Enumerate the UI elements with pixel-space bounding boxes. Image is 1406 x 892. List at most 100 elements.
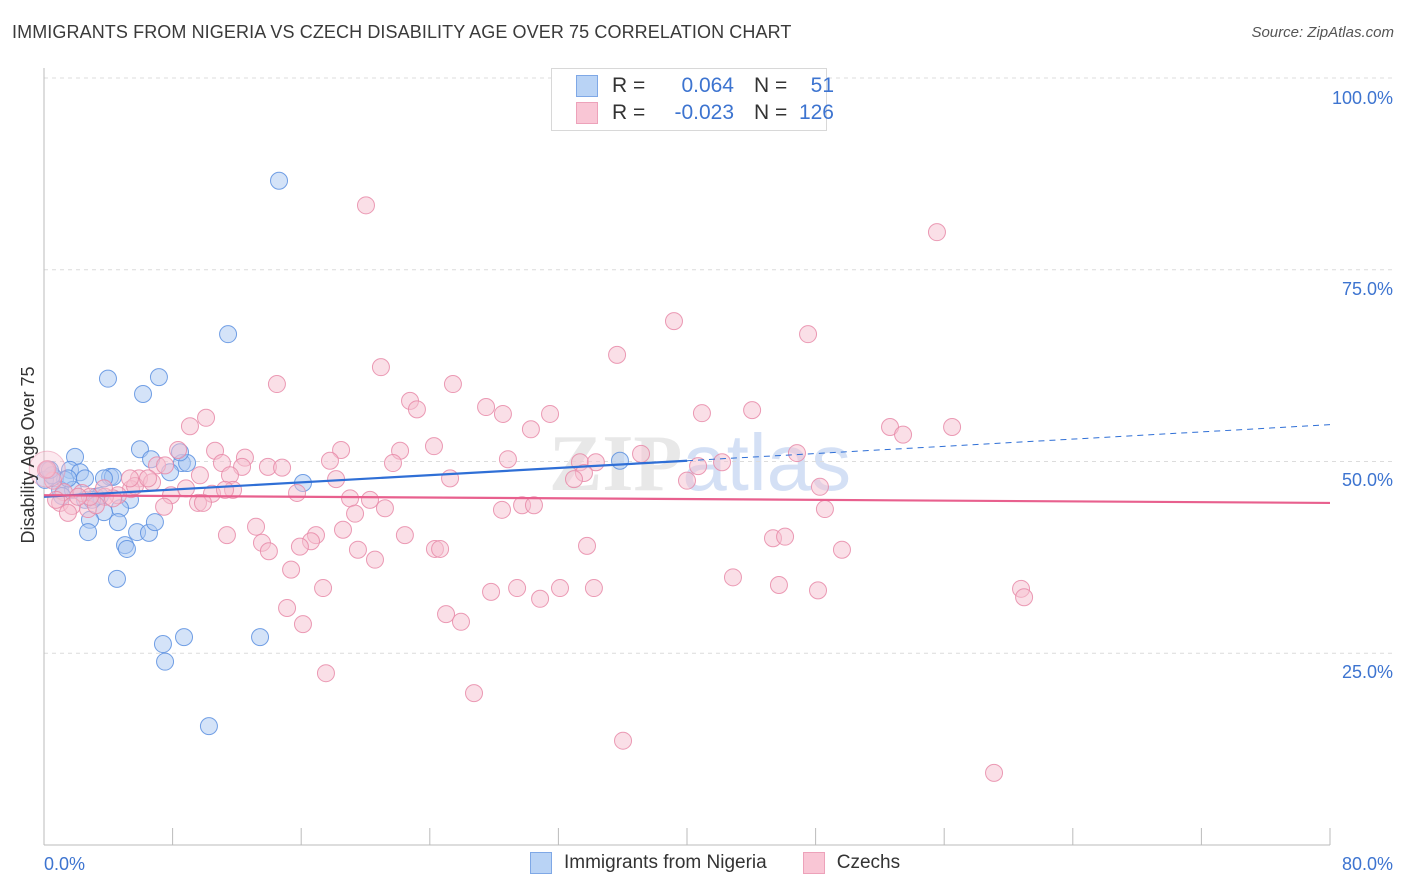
czechs-point bbox=[217, 526, 236, 545]
czechs-point bbox=[531, 589, 550, 608]
x-tick-label: 0.0% bbox=[44, 854, 85, 874]
czechs-point bbox=[632, 444, 651, 463]
czechs-point bbox=[155, 497, 174, 516]
n-label: N = bbox=[754, 74, 788, 97]
czechs-point bbox=[407, 400, 426, 419]
czechs-point bbox=[832, 540, 851, 559]
czechs-point bbox=[197, 408, 216, 427]
czechs-swatch bbox=[802, 852, 825, 874]
czechs-point bbox=[38, 460, 57, 479]
source-label: Source: ZipAtlas.com bbox=[1251, 24, 1394, 41]
czechs-point bbox=[371, 358, 390, 377]
czechs-point bbox=[193, 493, 212, 512]
czechs-point bbox=[769, 575, 788, 594]
czechs-point bbox=[348, 540, 367, 559]
czechs-point bbox=[316, 664, 335, 683]
czechs-point bbox=[332, 440, 351, 459]
czechs-point bbox=[465, 684, 484, 703]
nigeria-point bbox=[270, 171, 289, 190]
r-label: R = bbox=[612, 74, 646, 97]
n-value: 126 bbox=[798, 101, 834, 124]
czechs-point bbox=[290, 537, 309, 556]
czechs-point bbox=[443, 375, 462, 394]
nigeria-swatch bbox=[576, 75, 598, 97]
nigeria-swatch bbox=[530, 852, 552, 874]
nigeria-point bbox=[79, 523, 98, 542]
czechs-point bbox=[361, 490, 380, 509]
czechs-point bbox=[293, 615, 312, 634]
stats-legend: R = 0.064 N = 51 R = -0.023 N = 126 bbox=[551, 68, 834, 131]
czechs-point bbox=[664, 312, 683, 331]
czechs-point bbox=[492, 500, 511, 519]
nigeria-point bbox=[251, 628, 270, 647]
czechs-point bbox=[341, 489, 360, 508]
czechs-point bbox=[69, 487, 88, 506]
nigeria-point bbox=[153, 635, 172, 654]
czechs-point bbox=[383, 454, 402, 473]
czechs-point bbox=[247, 517, 266, 536]
legend-label-nigeria: Immigrants from Nigeria bbox=[564, 852, 767, 873]
czechs-point bbox=[169, 440, 188, 459]
czechs-point bbox=[524, 496, 543, 515]
czechs-point bbox=[578, 536, 597, 555]
r-value: 0.064 bbox=[681, 74, 734, 97]
czechs-point bbox=[498, 450, 517, 469]
czechs-point bbox=[314, 579, 333, 598]
czechs-point bbox=[743, 401, 762, 420]
czechs-point bbox=[985, 763, 1004, 782]
czechs-point bbox=[810, 477, 829, 496]
y-tick-label: 50.0% bbox=[1342, 470, 1393, 490]
czechs-point bbox=[282, 560, 301, 579]
y-tick-label: 25.0% bbox=[1342, 662, 1393, 682]
czechs-point bbox=[356, 196, 375, 215]
czechs-point bbox=[288, 483, 307, 502]
y-axis-label: Disability Age Over 75 bbox=[18, 366, 38, 543]
czechs-point bbox=[365, 550, 384, 569]
nigeria-point bbox=[107, 569, 126, 588]
nigeria-point bbox=[175, 628, 194, 647]
nigeria-trend-extension bbox=[686, 424, 1331, 462]
czechs-point bbox=[776, 527, 795, 546]
czechs-point bbox=[809, 581, 828, 600]
czechs-point bbox=[541, 404, 560, 423]
czechs-point bbox=[608, 345, 627, 364]
r-label: R = bbox=[612, 101, 646, 124]
czechs-point bbox=[395, 526, 414, 545]
czechs-point bbox=[273, 458, 292, 477]
czechs-point bbox=[584, 579, 603, 598]
n-label: N = bbox=[754, 101, 788, 124]
nigeria-point bbox=[145, 513, 164, 532]
czechs-point bbox=[333, 520, 352, 539]
y-tick-label: 100.0% bbox=[1332, 88, 1393, 108]
legend-label-czechs: Czechs bbox=[836, 852, 901, 873]
czechs-point bbox=[121, 469, 140, 488]
czechs-point bbox=[441, 469, 460, 488]
czechs-point bbox=[689, 457, 708, 476]
czechs-point bbox=[713, 453, 732, 472]
nigeria-point bbox=[199, 717, 218, 736]
series-legend: Immigrants from Nigeria Czechs bbox=[530, 852, 900, 874]
czechs-point bbox=[259, 542, 278, 561]
czechs-point bbox=[678, 471, 696, 490]
czechs-point bbox=[156, 456, 175, 475]
x-tick-label: 80.0% bbox=[1342, 854, 1393, 874]
czechs-point bbox=[477, 398, 496, 417]
czechs-trend-line bbox=[43, 494, 1331, 505]
czechs-point bbox=[1015, 588, 1034, 607]
czechs-point bbox=[692, 404, 711, 423]
czechs-point bbox=[815, 500, 834, 519]
n-value: 51 bbox=[810, 74, 834, 97]
czechs-point bbox=[451, 612, 470, 631]
czechs-point bbox=[190, 466, 209, 485]
nigeria-point bbox=[149, 368, 168, 387]
y-tick-label: 75.0% bbox=[1342, 279, 1393, 299]
czechs-point bbox=[267, 375, 286, 394]
nigeria-point bbox=[108, 513, 127, 532]
czechs-point bbox=[927, 223, 946, 242]
czechs-point bbox=[375, 499, 394, 518]
czechs-point bbox=[431, 539, 450, 558]
czechs-point bbox=[58, 503, 77, 522]
nigeria-point bbox=[98, 369, 117, 388]
